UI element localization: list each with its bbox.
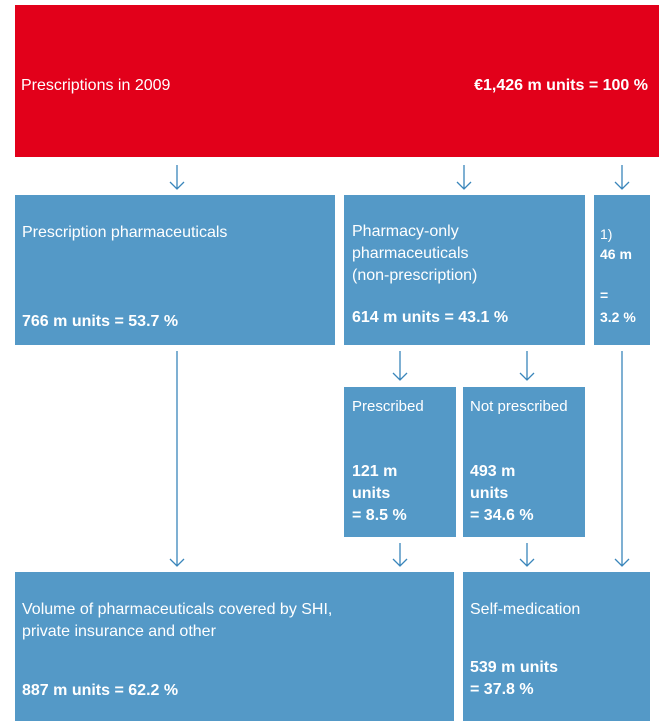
arrow xyxy=(169,165,185,190)
node: Volume of pharmaceuticals covered by SHI… xyxy=(15,572,454,721)
node-value: 493 m xyxy=(470,463,516,480)
node-value: = xyxy=(600,287,609,303)
node: Self-medication 539 m units = 37.8 % xyxy=(463,572,650,721)
node-value: 3.2 % xyxy=(600,309,636,325)
header-title: Prescriptions in 2009 xyxy=(21,77,171,94)
node: Prescribed 121 m units = 8.5 % xyxy=(344,387,456,537)
arrow xyxy=(614,165,630,190)
node-label: 1) xyxy=(600,226,613,242)
node: Pharmacy-only pharmaceuticals (non-presc… xyxy=(344,195,585,345)
node-value: = 8.5 % xyxy=(352,507,407,524)
node-value: 887 m units = 62.2 % xyxy=(22,682,179,699)
header-box: Prescriptions in 2009 €1,426 m units = 1… xyxy=(15,5,659,157)
node: Not prescribed 493 m units = 34.6 % xyxy=(463,387,585,537)
node-value: units xyxy=(470,485,509,502)
header-value: €1,426 m units = 100 % xyxy=(474,77,648,94)
arrow xyxy=(519,351,535,381)
node-value: 121 m xyxy=(352,463,398,480)
node: 1) 46 m = 3.2 % xyxy=(594,195,650,345)
arrow xyxy=(519,543,535,567)
node-label: Prescription pharmaceuticals xyxy=(22,224,228,241)
node-label: pharmaceuticals xyxy=(352,245,469,262)
arrow xyxy=(392,351,408,381)
arrow xyxy=(456,165,472,190)
node-value: = 34.6 % xyxy=(470,507,534,524)
node-value: 766 m units = 53.7 % xyxy=(22,313,179,330)
node-label: Volume of pharmaceuticals covered by SHI… xyxy=(22,601,333,618)
node-value: 46 m xyxy=(600,246,632,262)
node-label: private insurance and other xyxy=(22,623,216,640)
node-label: Pharmacy-only xyxy=(352,223,459,240)
node-label: Not prescribed xyxy=(470,398,568,415)
node-label: (non-prescription) xyxy=(352,267,478,284)
node-label: Self-medication xyxy=(470,601,581,618)
arrow xyxy=(169,351,185,567)
node-value: 539 m units xyxy=(470,659,559,676)
node-value: units xyxy=(352,485,391,502)
node-value: 614 m units = 43.1 % xyxy=(352,309,509,326)
node: Prescription pharmaceuticals 766 m units… xyxy=(15,195,335,345)
node-value: = 37.8 % xyxy=(470,681,534,698)
arrow xyxy=(614,351,630,567)
node-label: Prescribed xyxy=(352,398,424,415)
arrow xyxy=(392,543,408,567)
